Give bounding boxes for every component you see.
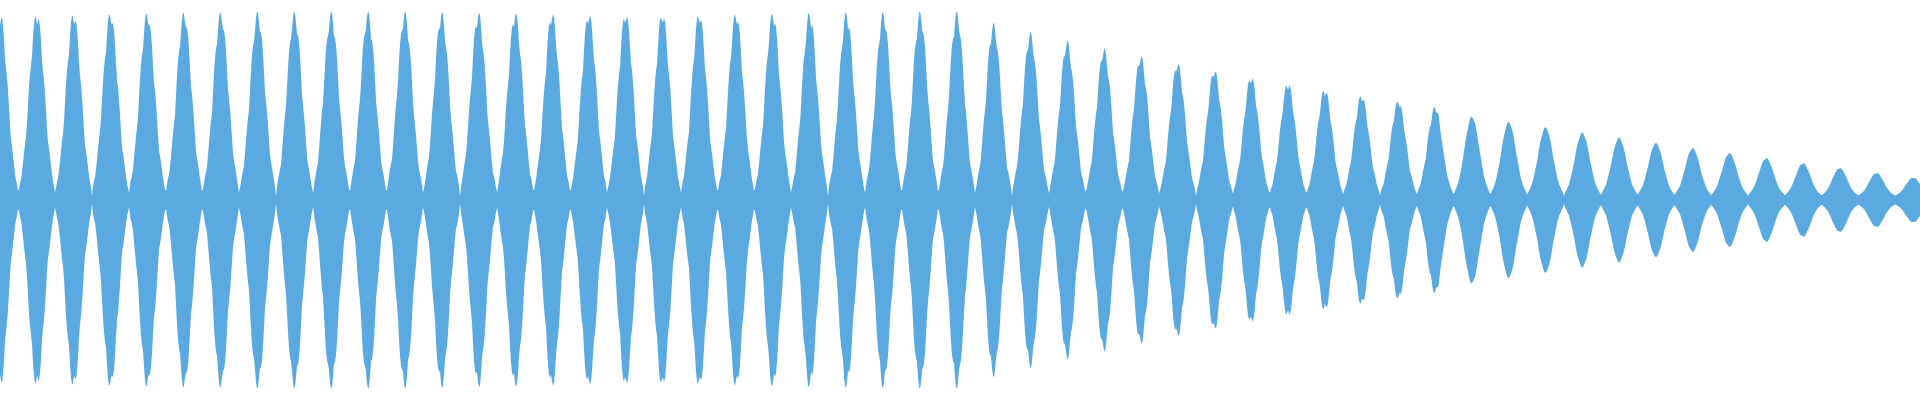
waveform (0, 11, 1920, 389)
